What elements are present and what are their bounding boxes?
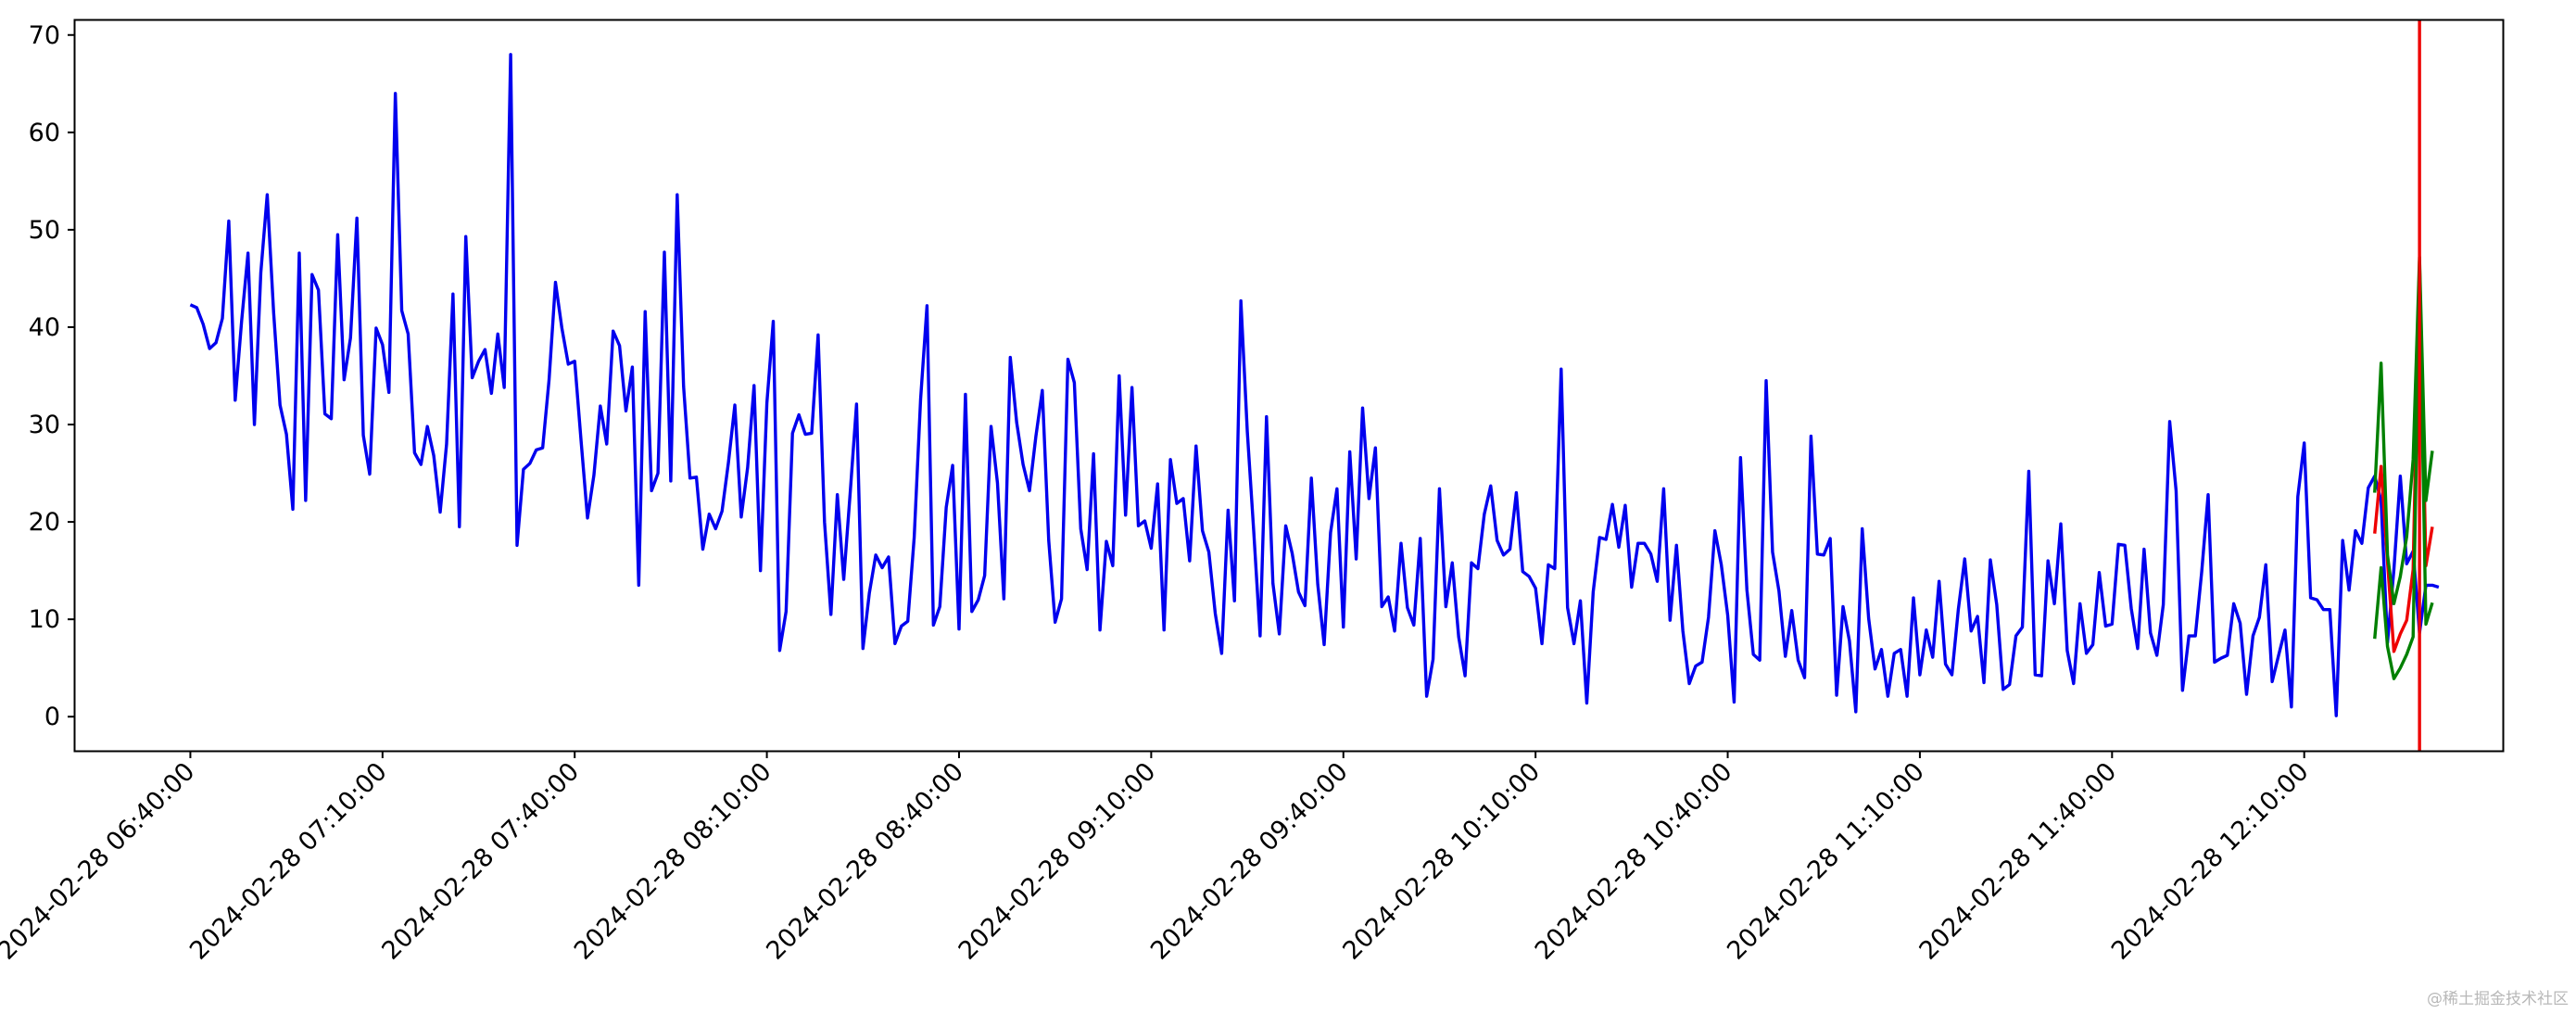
y-tick-label: 70 bbox=[29, 21, 60, 50]
series-line-1 bbox=[189, 53, 2440, 717]
y-tick-label: 60 bbox=[29, 119, 60, 147]
y-tick-label: 50 bbox=[29, 216, 60, 245]
y-tick-label: 0 bbox=[44, 703, 60, 731]
y-axis: 0 10 20 30 40 50 60 70 bbox=[29, 21, 75, 731]
y-tick-label: 40 bbox=[29, 313, 60, 342]
y-tick-label: 10 bbox=[29, 605, 60, 634]
plot-frame bbox=[73, 19, 2505, 753]
y-tick-label: 20 bbox=[29, 508, 60, 537]
y-tick-label: 30 bbox=[29, 411, 60, 439]
watermark: @稀土掘金技术社区 bbox=[2427, 990, 2569, 1008]
series-layer bbox=[189, 20, 2440, 751]
series-line-4 bbox=[2373, 275, 2434, 680]
